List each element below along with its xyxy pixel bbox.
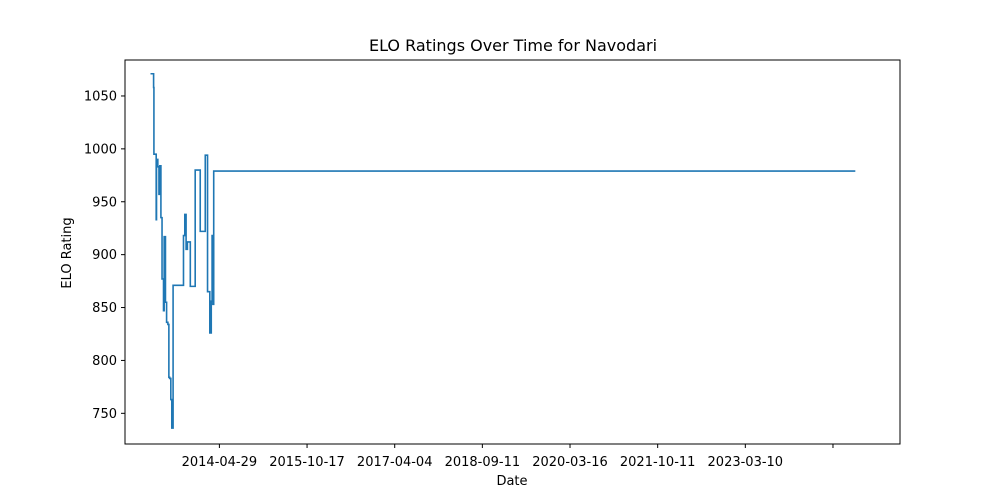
chart-title: ELO Ratings Over Time for Navodari <box>369 36 657 55</box>
plot-frame <box>124 59 901 445</box>
y-tick-label: 1000 <box>84 142 117 157</box>
y-axis-label: ELO Rating <box>60 217 75 288</box>
elo-series-line <box>150 72 856 429</box>
x-tick-label: 2021-10-11 <box>620 455 696 470</box>
y-tick-label: 900 <box>92 248 117 263</box>
x-tick-label: 2017-04-04 <box>357 455 433 470</box>
y-tick-label: 1050 <box>84 89 117 104</box>
y-tick-label: 800 <box>92 354 117 369</box>
x-tick-label: 2023-03-10 <box>708 455 784 470</box>
x-tick-label: 2020-03-16 <box>532 455 608 470</box>
x-tick-label: 2015-10-17 <box>269 455 345 470</box>
y-tick-label: 750 <box>92 407 117 422</box>
x-tick-label: 2014-04-29 <box>182 455 258 470</box>
y-tick-label: 950 <box>92 195 117 210</box>
y-axis: 750 800 850 900 950 1000 1050 <box>84 89 125 422</box>
x-axis: 2014-04-29 2015-10-17 2017-04-04 2018-09-11… <box>182 444 834 470</box>
series-layer <box>150 72 856 429</box>
y-tick-label: 850 <box>92 301 117 316</box>
x-axis-label: Date <box>496 474 527 489</box>
x-tick-label: 2018-09-11 <box>445 455 521 470</box>
